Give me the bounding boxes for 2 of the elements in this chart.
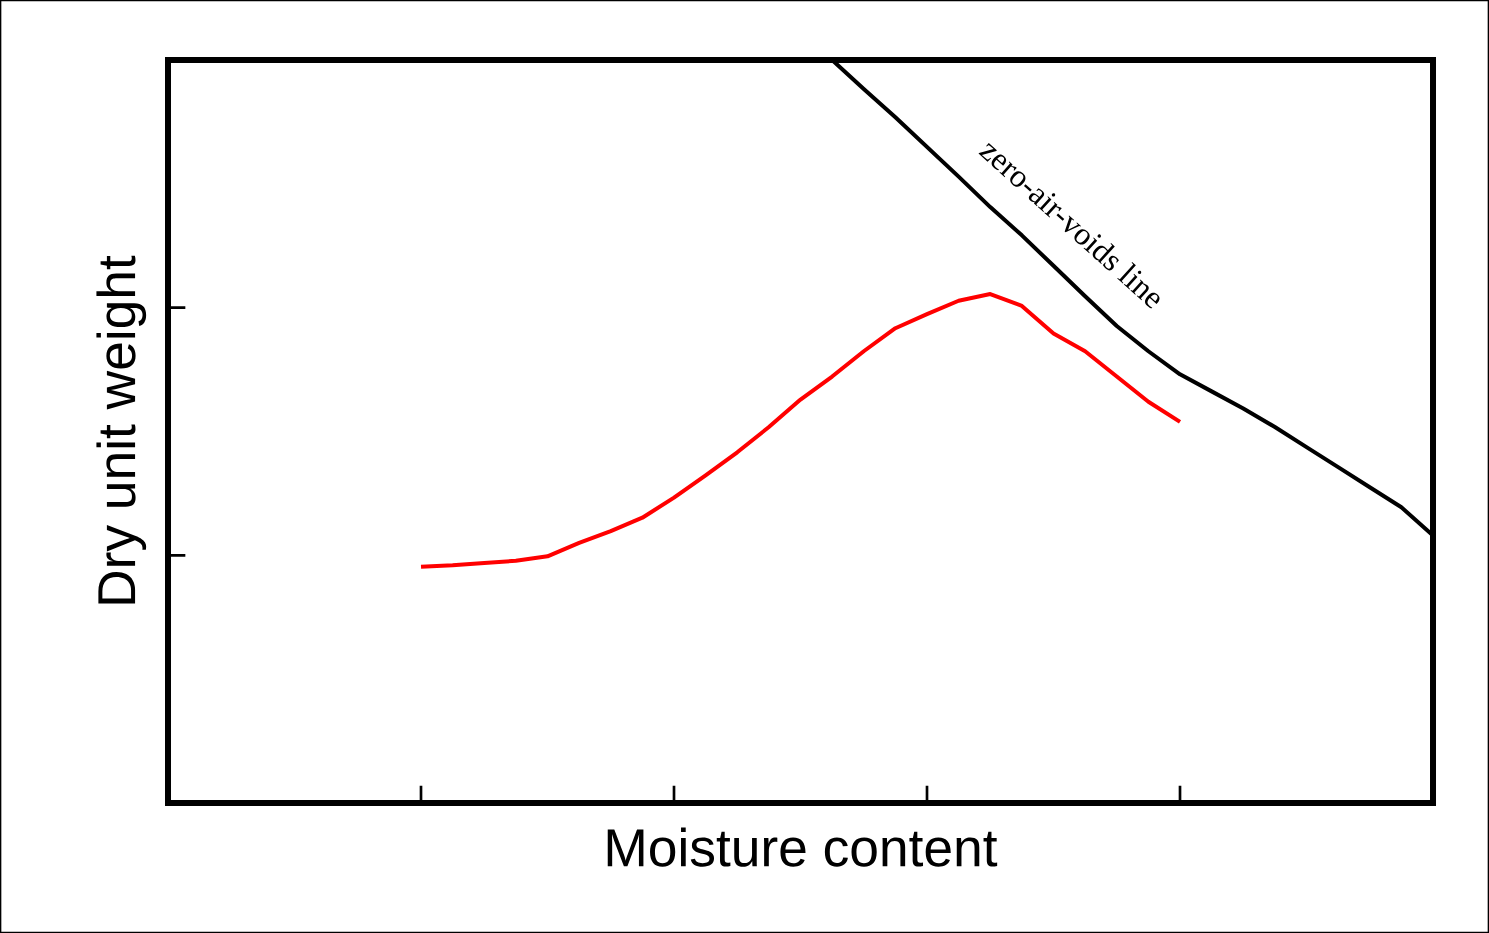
y-axis-title: Dry unit weight <box>96 255 147 604</box>
x-axis-title: Moisture content <box>607 827 998 867</box>
